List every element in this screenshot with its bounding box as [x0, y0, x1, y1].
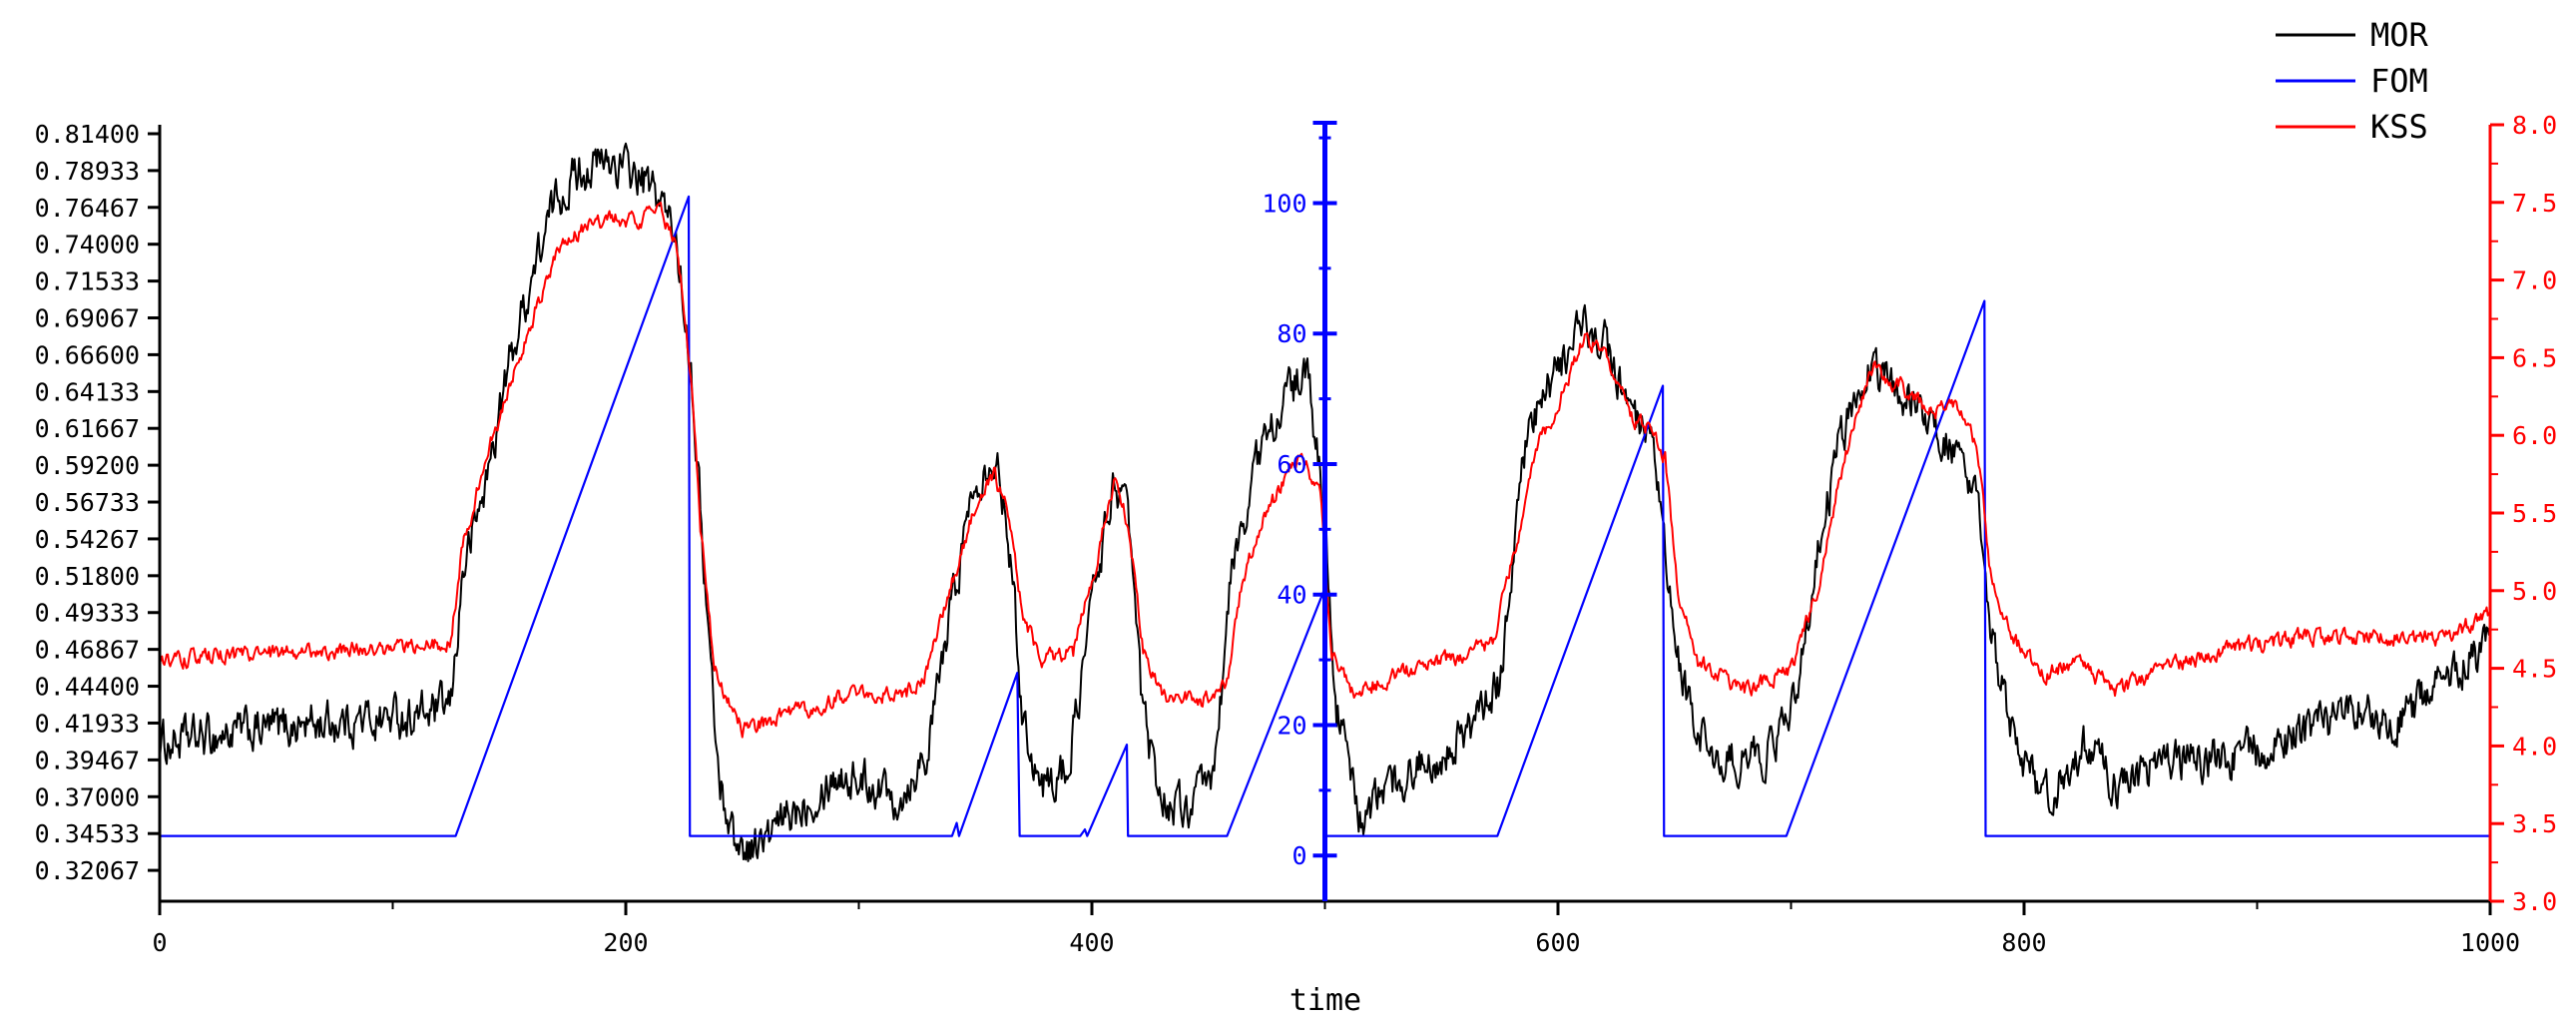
- right-y-tick-label: 7.0: [2512, 266, 2557, 295]
- left-y-tick-label: 0.54267: [35, 525, 140, 554]
- x-tick-label: 400: [1069, 928, 1114, 957]
- left-y-tick-label: 0.51800: [35, 562, 140, 591]
- x-tick-label: 200: [603, 928, 648, 957]
- left-y-tick-label: 0.66600: [35, 340, 140, 369]
- right-y-tick-label: 4.0: [2512, 732, 2557, 761]
- left-y-tick-label: 0.78933: [35, 157, 140, 186]
- middle-y-tick-label: 0: [1291, 841, 1306, 870]
- left-y-tick-label: 0.64133: [35, 377, 140, 406]
- left-y-tick-label: 0.49333: [35, 599, 140, 628]
- left-y-tick-label: 0.76467: [35, 194, 140, 223]
- middle-y-tick-label: 60: [1277, 450, 1306, 479]
- left-y-tick-label: 0.81400: [35, 120, 140, 149]
- axes-layer: 0 200 400 600 800 10000.320670.345330.370000.…: [35, 111, 2558, 957]
- right-y-tick-label: 3.0: [2512, 887, 2557, 916]
- right-y-tick-label: 8.0: [2512, 111, 2557, 140]
- x-tick-label: 1000: [2460, 928, 2520, 957]
- middle-y-tick-label: 80: [1277, 319, 1306, 348]
- x-tick-label: 800: [2001, 928, 2046, 957]
- x-tick-label: 600: [1535, 928, 1580, 957]
- left-y-tick-label: 0.44400: [35, 673, 140, 702]
- right-y-tick-label: 5.0: [2512, 577, 2557, 606]
- middle-y-tick-label: 100: [1262, 189, 1306, 218]
- left-y-tick-label: 0.37000: [35, 782, 140, 811]
- middle-y-tick-label: 20: [1277, 711, 1306, 740]
- legend: MOR FOM KSS: [2276, 16, 2429, 146]
- x-axis-title: time: [1289, 983, 1361, 1018]
- x-tick-label: 0: [152, 928, 167, 957]
- left-y-tick-label: 0.61667: [35, 414, 140, 443]
- left-y-tick-label: 0.59200: [35, 451, 140, 480]
- right-y-tick-label: 5.5: [2512, 499, 2557, 528]
- middle-y-tick-label: 40: [1277, 581, 1306, 610]
- left-y-tick-label: 0.39467: [35, 746, 140, 774]
- series-line-fom: [160, 195, 2490, 837]
- left-y-tick-label: 0.74000: [35, 231, 140, 259]
- left-y-tick-label: 0.32067: [35, 856, 140, 885]
- right-y-tick-label: 6.5: [2512, 343, 2557, 372]
- legend-label-fom: FOM: [2370, 62, 2428, 100]
- left-y-tick-label: 0.69067: [35, 303, 140, 332]
- right-y-tick-label: 3.5: [2512, 809, 2557, 838]
- legend-label-mor: MOR: [2370, 16, 2429, 54]
- right-y-tick-label: 4.5: [2512, 655, 2557, 684]
- legend-label-kss: KSS: [2370, 108, 2428, 146]
- right-y-tick-label: 6.0: [2512, 421, 2557, 450]
- left-y-tick-label: 0.71533: [35, 267, 140, 296]
- right-y-tick-label: 7.5: [2512, 189, 2557, 218]
- left-y-tick-label: 0.56733: [35, 488, 140, 517]
- left-y-tick-label: 0.41933: [35, 709, 140, 738]
- left-y-tick-label: 0.46867: [35, 636, 140, 665]
- left-y-tick-label: 0.34533: [35, 819, 140, 848]
